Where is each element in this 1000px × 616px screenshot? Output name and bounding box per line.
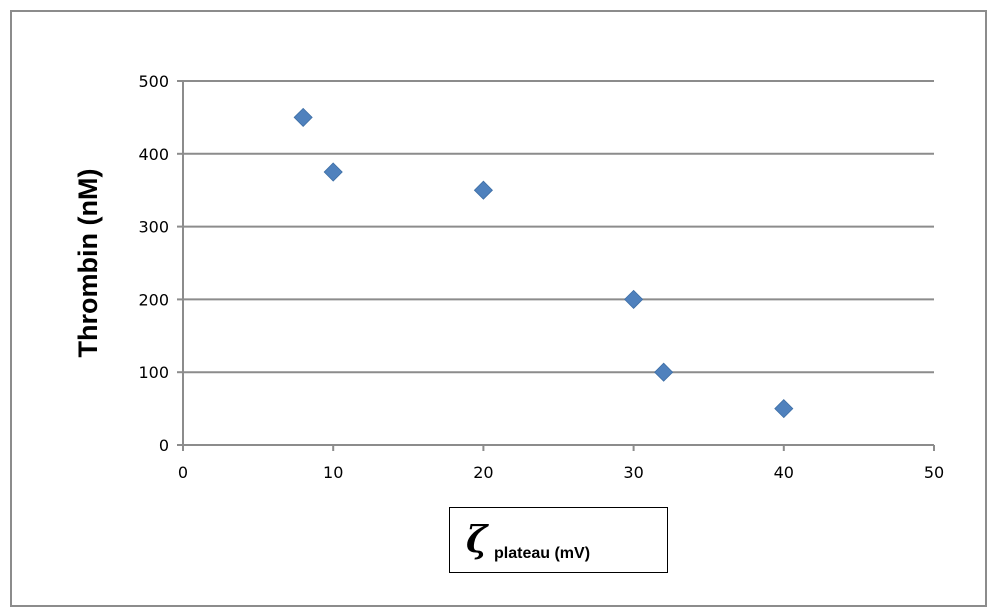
x-tick-label-30: 30 xyxy=(623,463,643,482)
data-point-diamond xyxy=(323,162,343,182)
y-axis-title: Thrombin (nM) xyxy=(73,169,103,358)
y-tick-label-0: 0 xyxy=(159,436,169,455)
x-axis-title-symbol: ζ xyxy=(466,519,488,561)
x-tick-label-0: 0 xyxy=(178,463,188,482)
data-point-diamond xyxy=(654,362,674,382)
axes xyxy=(177,80,935,451)
x-tick-label-50: 50 xyxy=(924,463,944,482)
y-tick-label-100: 100 xyxy=(138,363,169,382)
y-tick-label-300: 300 xyxy=(138,218,169,237)
y-tick-labels: 0 100 200 300 400 500 xyxy=(138,72,169,455)
x-tick-labels: 0 10 20 30 40 50 xyxy=(178,463,944,482)
x-tick-label-10: 10 xyxy=(323,463,343,482)
y-tick-label-500: 500 xyxy=(138,72,169,91)
x-tick-label-40: 40 xyxy=(774,463,794,482)
y-tick-label-200: 200 xyxy=(138,290,169,309)
x-axis-title-box: ζ plateau (mV) xyxy=(449,507,668,573)
data-points xyxy=(293,107,794,419)
y-tick-label-400: 400 xyxy=(138,145,169,164)
x-tick-label-20: 20 xyxy=(473,463,493,482)
data-point-diamond xyxy=(774,399,794,419)
data-point-diamond xyxy=(293,107,313,127)
gridlines xyxy=(183,80,934,374)
x-axis-title-subscript: plateau (mV) xyxy=(494,545,591,562)
data-point-diamond xyxy=(473,180,493,200)
data-point-diamond xyxy=(624,289,644,309)
